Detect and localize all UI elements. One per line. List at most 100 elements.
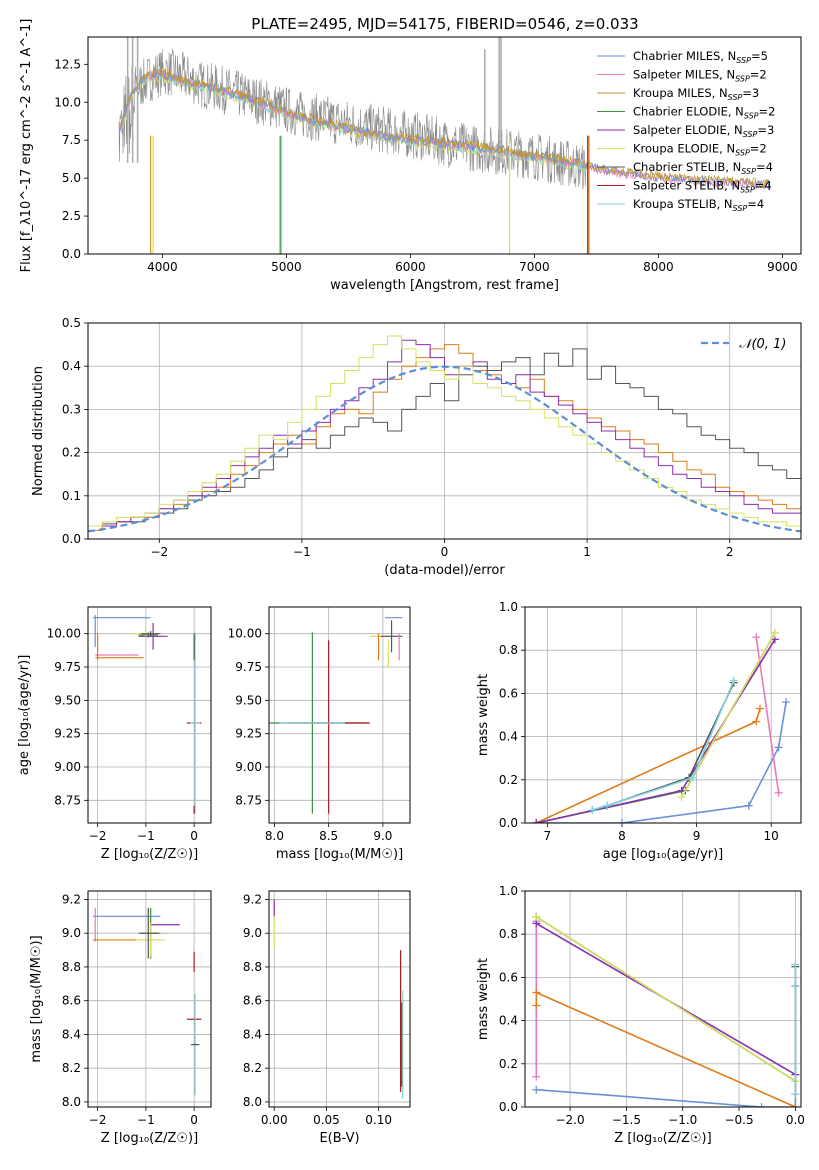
x-tick-label: 8.5 [319,829,338,843]
weight-marker [688,773,697,782]
x-tick-label: 8000 [643,260,674,274]
weight-marker [757,1103,766,1107]
y-tick-label: 9.2 [62,892,81,906]
age_vs_Z-axes: −2 −1 0 8.75 9.00 9.25 9.50 9.75 10.00 [47,607,211,843]
y-tick-label: 8.8 [62,960,81,974]
weight-marker [791,960,800,969]
weight-line [536,638,776,823]
legend-entry: Salpeter STELIB, NSSP=4 [633,179,772,195]
x-tick-label: 8 [618,829,626,843]
weight-line [536,632,776,823]
x-tick-label: 7000 [519,260,550,274]
weight-marker [677,793,686,802]
weight-marker [603,801,612,810]
y-tick-label: 0.3 [62,402,81,416]
x-tick-label: 6000 [395,260,426,274]
weight-marker [770,628,779,637]
weight_vs_Z-ylabel: mass weight [476,958,491,1040]
y-tick-label: 8.75 [235,793,262,807]
legend-entry: Kroupa ELODIE, NSSP=2 [633,142,767,158]
y-tick-label: 0.4 [62,359,81,373]
x-tick-label: 9.0 [373,829,392,843]
y-tick-label: 8.6 [243,994,262,1008]
y-tick-label: 0.2 [499,1057,518,1071]
weight-line [535,708,761,823]
y-tick-label: 9.0 [243,926,262,940]
weight-marker [791,1103,800,1107]
residual_hist-axes: −2 −1 0 1 2 0.0 0.1 0.2 0.3 0.4 0.5 [62,316,801,559]
weight_vs_age-series [532,628,791,823]
legend-entry: Kroupa STELIB, NSSP=4 [633,197,764,213]
spectrum-lines [118,37,771,254]
histogram-step [88,348,801,527]
y-tick-label: 0.2 [62,446,81,460]
weight-marker [752,633,761,642]
y-tick-label: 0.0 [62,532,81,546]
x-tick-label: −1.5 [612,1113,641,1127]
y-tick-label: 9.50 [54,693,81,707]
spectrum-axes: 4000 5000 6000 7000 8000 9000 0.0 2.5 5.0 7.5 10.0… [54,57,797,274]
mass_vs_ebv-frame [268,890,411,1108]
spectrum-ylabel: Flux [f_λ10^-17 erg cm^-2 s^-1 A^-1] [19,19,34,273]
y-tick-label: 0.8 [499,927,518,941]
x-tick-label: 0 [441,545,449,559]
weight-marker [532,988,541,997]
x-tick-label: −0.5 [724,1113,753,1127]
y-tick-label: 8.6 [62,994,81,1008]
y-tick-label: 2.5 [62,209,81,223]
legend-entry: Salpeter MILES, NSSP=2 [633,68,767,84]
y-tick-label: 10.0 [54,95,81,109]
legend-entry: Chabrier ELODIE, NSSP=2 [633,105,775,121]
weight-marker [532,1085,541,1094]
legend-entry: Salpeter ELODIE, NSSP=3 [633,123,774,139]
age_vs_Z-points [92,615,202,814]
age_vs_Z-frame [87,606,212,824]
histogram-step [88,339,801,527]
residual_hist-frame [87,322,802,540]
x-tick-label: −1 [137,829,155,843]
mass_vs_Z-axes: −2 −1 0 8.0 8.2 8.4 8.6 8.8 9.0 9.2 [62,891,211,1127]
weight-line [536,986,797,1107]
legend-entry: Chabrier STELIB, NSSP=4 [633,160,773,176]
y-tick-label: 9.00 [235,760,262,774]
weight-marker [617,819,626,823]
weight-marker [774,788,783,797]
y-tick-label: 0.0 [499,1100,518,1114]
y-tick-label: 9.0 [62,926,81,940]
y-tick-label: 9.75 [54,660,81,674]
legend-entry: Kroupa MILES, NSSP=3 [633,86,759,102]
y-tick-label: 9.25 [235,727,262,741]
histogram-step [88,335,801,527]
weight-marker [752,717,761,726]
y-tick-label: 10.00 [228,627,262,641]
y-tick-label: 8.0 [243,1095,262,1109]
y-tick-label: 9.25 [54,727,81,741]
weight-marker [588,806,597,815]
x-tick-label: 8.0 [265,829,284,843]
weight_vs_age-ylabel: mass weight [476,674,491,756]
x-tick-label: 2 [726,545,734,559]
x-tick-label: 0.05 [313,1113,340,1127]
y-tick-label: 0.6 [499,970,518,984]
x-tick-label: −2.0 [555,1113,584,1127]
y-tick-label: 8.0 [62,1095,81,1109]
y-tick-label: 0.0 [62,247,81,261]
y-tick-label: 5.0 [62,171,81,185]
age_vs_Z-xlabel: Z [log₁₀(Z/Z☉)] [101,847,198,862]
y-tick-label: 8.4 [62,1027,81,1041]
gaussian-curve [88,365,801,533]
spectrum-xlabel: wavelength [Angstrom, rest frame] [330,278,559,293]
weight-line [535,916,796,1082]
x-tick-label: −1.0 [668,1113,697,1127]
x-tick-label: 0 [190,1113,198,1127]
weight-marker [729,676,738,685]
weight-line [591,680,735,811]
spectrum-legend: Chabrier MILES, NSSP=5 Salpeter MILES, NS… [597,49,775,213]
weight-marker [782,698,791,707]
weight-marker [532,912,541,921]
y-tick-label: 8.8 [243,960,262,974]
y-tick-label: 8.75 [54,793,81,807]
x-tick-label: 0 [190,829,198,843]
age_vs_mass-axes: 8.0 8.5 9.0 8.75 9.00 9.25 9.50 9.75 10.00 [228,607,410,843]
